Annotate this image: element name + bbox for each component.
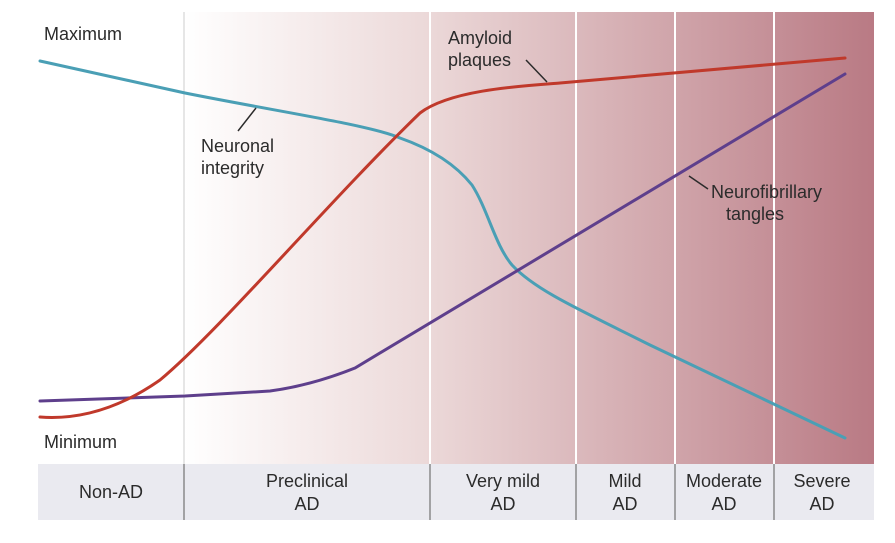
amyloid-label-line1: Amyloid [448, 28, 512, 48]
tangles-label-line1: Neurofibrillary [711, 182, 822, 202]
stage-label-very-mild: Very mild [466, 471, 540, 491]
disease-gradient-background [184, 12, 874, 464]
stage-label-severe: Severe [793, 471, 850, 491]
stage-label-non-ad: Non-AD [79, 482, 143, 502]
amyloid-label-line2: plaques [448, 50, 511, 70]
stage-label-preclinical-ad: AD [294, 494, 319, 514]
neuronal-label-line1: Neuronal [201, 136, 274, 156]
amyloid-plaques-curve [38, 56, 847, 419]
stage-label-moderate: Moderate [686, 471, 762, 491]
tangles-label-line2: tangles [726, 204, 784, 224]
neurofibrillary-tangles-curve [38, 72, 847, 403]
tangles-leader-line [688, 175, 709, 190]
neuronal-label-line2: integrity [201, 158, 264, 178]
stage-label-severe-ad: AD [809, 494, 834, 514]
stage-separators [183, 12, 775, 464]
stage-bar-dividers [183, 464, 775, 520]
amyloid-leader-line [525, 59, 548, 83]
neuronal-integrity-curve [38, 59, 847, 440]
axis-max-label: Maximum [44, 24, 122, 44]
stage-bar [38, 464, 874, 520]
stage-label-mild-ad: AD [612, 494, 637, 514]
neuronal-leader-line [237, 107, 257, 132]
axis-min-label: Minimum [44, 432, 117, 452]
stage-label-mild: Mild [608, 471, 641, 491]
stage-label-preclinical: Preclinical [266, 471, 348, 491]
stage-label-very-mild-ad: AD [490, 494, 515, 514]
stage-label-moderate-ad: AD [711, 494, 736, 514]
